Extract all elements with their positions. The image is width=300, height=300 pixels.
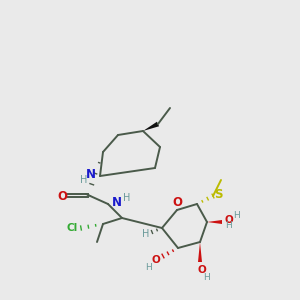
Text: H: H [234,211,240,220]
Text: O: O [152,255,160,265]
Text: H: H [204,272,210,281]
Text: Cl: Cl [66,223,78,233]
Text: H: H [80,175,88,185]
Polygon shape [143,122,159,131]
Text: H: H [146,262,152,272]
Text: S: S [214,188,222,200]
Text: O: O [225,215,233,225]
Text: O: O [172,196,182,209]
Text: N: N [86,167,96,181]
Text: N: N [112,196,122,209]
Text: O: O [198,265,206,275]
Text: H: H [123,193,131,203]
Text: H: H [142,229,150,239]
Polygon shape [207,220,222,224]
Text: O: O [57,190,67,203]
Polygon shape [198,242,202,262]
Text: H: H [226,221,232,230]
